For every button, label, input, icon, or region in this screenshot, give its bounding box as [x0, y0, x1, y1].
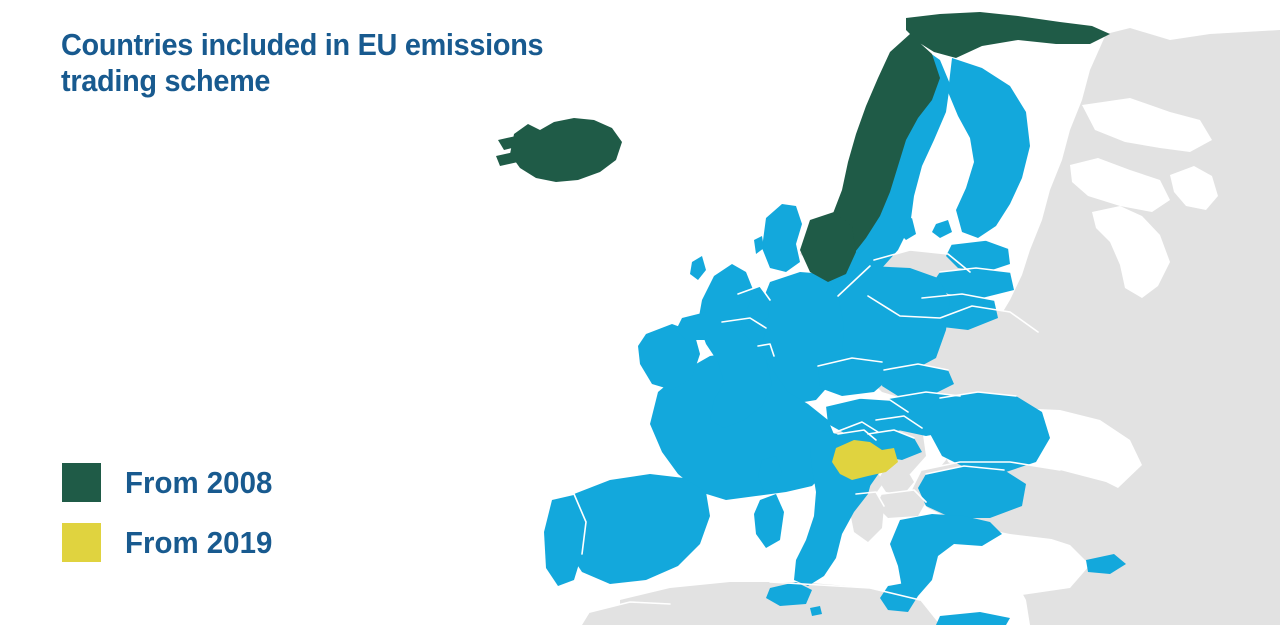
- country-norway: [822, 12, 1110, 268]
- country-estonia: [946, 240, 1010, 272]
- map-borders: [573, 239, 1061, 613]
- country-ireland: [638, 324, 700, 390]
- country-bulgaria: [918, 466, 1026, 518]
- island-aland: [932, 220, 952, 238]
- country-uk-shetland: [754, 236, 764, 254]
- country-france: [650, 352, 838, 500]
- country-poland: [816, 266, 950, 374]
- map-layer-ets-members: [544, 46, 1126, 625]
- legend-label-from-2019: From 2019: [125, 524, 273, 560]
- country-denmark: [762, 204, 802, 272]
- country-finland: [948, 58, 1030, 238]
- country-crete: [936, 612, 1010, 625]
- country-north-macedonia: [876, 490, 926, 518]
- country-portugal: [544, 494, 586, 586]
- country-austria: [826, 398, 908, 436]
- europe-map: [470, 0, 1280, 625]
- legend-label-from-2008: From 2008: [125, 464, 273, 500]
- country-spain: [562, 474, 710, 584]
- water-white-inner-4: [1170, 166, 1218, 210]
- country-romania: [928, 392, 1050, 472]
- country-morocco: [582, 602, 685, 625]
- country-switzerland: [832, 440, 898, 480]
- country-sicily: [766, 582, 812, 606]
- legend-swatch-from-2008: [62, 462, 101, 502]
- country-norway-south: [800, 212, 856, 282]
- water-white-inner-1: [1082, 98, 1212, 152]
- country-corsica: [758, 456, 782, 492]
- island-gotland: [898, 218, 916, 240]
- country-sardinia: [754, 494, 784, 548]
- country-latvia: [932, 268, 1014, 298]
- country-united-kingdom: [698, 264, 772, 428]
- country-greece: [890, 514, 1002, 596]
- legend-item-from-2008[interactable]: From 2008: [62, 452, 280, 512]
- country-uk-northern-ireland: [676, 312, 714, 340]
- country-greece-peloponnese: [880, 582, 918, 612]
- page-title: Countries included in EU emissions tradi…: [61, 27, 544, 98]
- map-layer-from-2019: [832, 440, 898, 480]
- water-white-inner-3: [1092, 206, 1170, 298]
- country-uk-outer-hebrides: [690, 256, 706, 280]
- country-kosovo: [878, 468, 914, 494]
- water-white-inner-2: [1070, 158, 1170, 212]
- legend-item-from-2019[interactable]: From 2019: [62, 512, 280, 572]
- country-slovakia: [882, 364, 954, 396]
- country-malta: [810, 606, 822, 616]
- map-legend: From 2008 From 2019: [62, 452, 280, 572]
- map-layer-from-2008: [496, 12, 1110, 282]
- map-layer-non-member: [582, 28, 1280, 625]
- country-czechia: [818, 358, 890, 396]
- country-syria: [1108, 530, 1240, 612]
- country-iceland: [496, 118, 622, 182]
- legend-swatch-from-2019: [62, 522, 101, 562]
- country-cyprus: [1086, 554, 1126, 574]
